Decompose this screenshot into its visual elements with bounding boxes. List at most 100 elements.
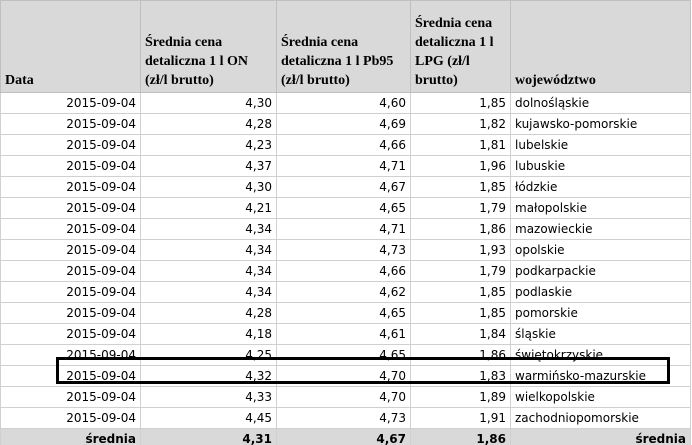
price-cell: 1,85 <box>410 281 511 303</box>
data-row: 2015-09-04 4,18 4,61 1,84 śląskie <box>0 323 691 345</box>
price-cell: 1,89 <box>410 386 511 408</box>
date-cell: 2015-09-04 <box>0 239 141 261</box>
price-cell: 4,66 <box>276 260 411 282</box>
price-cell: 1,93 <box>410 239 511 261</box>
price-cell: 1,96 <box>410 155 511 177</box>
price-cell: 1,85 <box>410 92 511 114</box>
data-row: 2015-09-04 4,25 4,65 1,86 świętokrzyskie <box>0 344 691 366</box>
data-row: 2015-09-04 4,28 4,69 1,82 kujawsko-pomorskie <box>0 113 691 135</box>
date-cell: 2015-09-04 <box>0 323 141 345</box>
price-cell: 4,34 <box>140 218 277 240</box>
date-cell: 2015-09-04 <box>0 197 141 219</box>
region-cell: kujawsko-pomorskie <box>510 113 691 135</box>
price-cell: 1,91 <box>410 407 511 429</box>
date-cell: 2015-09-04 <box>0 344 141 366</box>
price-cell: 4,73 <box>276 407 411 429</box>
region-cell: wielkopolskie <box>510 386 691 408</box>
date-cell: 2015-09-04 <box>0 281 141 303</box>
price-cell: 1,79 <box>410 197 511 219</box>
region-cell: łódzkie <box>510 176 691 198</box>
price-cell: 1,83 <box>410 365 511 387</box>
price-cell: 1,79 <box>410 260 511 282</box>
price-cell: 1,85 <box>410 176 511 198</box>
price-cell: 4,25 <box>140 344 277 366</box>
price-cell: 4,67 <box>276 176 411 198</box>
data-row: 2015-09-04 4,32 4,70 1,83 warmińsko-mazurski… <box>0 365 691 387</box>
region-cell: świętokrzyskie <box>510 344 691 366</box>
price-cell: 4,45 <box>140 407 277 429</box>
price-cell: 4,69 <box>276 113 411 135</box>
price-cell: 4,23 <box>140 134 277 156</box>
price-cell: 1,84 <box>410 323 511 345</box>
header-cell: Data <box>0 0 141 93</box>
price-cell: 4,71 <box>276 155 411 177</box>
average-cell: średnia <box>510 428 691 445</box>
date-cell: 2015-09-04 <box>0 92 141 114</box>
price-cell: 4,65 <box>276 344 411 366</box>
price-cell: 4,65 <box>276 302 411 324</box>
date-cell: 2015-09-04 <box>0 218 141 240</box>
date-cell: 2015-09-04 <box>0 134 141 156</box>
price-cell: 1,85 <box>410 302 511 324</box>
price-cell: 4,32 <box>140 365 277 387</box>
price-cell: 4,34 <box>140 239 277 261</box>
price-cell: 4,30 <box>140 92 277 114</box>
region-cell: lubelskie <box>510 134 691 156</box>
price-cell: 4,34 <box>140 260 277 282</box>
data-row: 2015-09-04 4,37 4,71 1,96 lubuskie <box>0 155 691 177</box>
header-cell: Średnia cena detaliczna 1 l LPG (zł/l br… <box>410 0 511 93</box>
price-cell: 4,21 <box>140 197 277 219</box>
region-cell: lubuskie <box>510 155 691 177</box>
price-cell: 4,66 <box>276 134 411 156</box>
price-cell: 4,33 <box>140 386 277 408</box>
header-cell: Średnia cena detaliczna 1 l ON (zł/l bru… <box>140 0 277 93</box>
date-cell: 2015-09-04 <box>0 407 141 429</box>
data-row: 2015-09-04 4,34 4,71 1,86 mazowieckie <box>0 218 691 240</box>
price-cell: 4,65 <box>276 197 411 219</box>
price-cell: 4,70 <box>276 386 411 408</box>
header-row: Data Średnia cena detaliczna 1 l ON (zł/l… <box>0 0 691 93</box>
data-row: 2015-09-04 4,21 4,65 1,79 małopolskie <box>0 197 691 219</box>
data-row: 2015-09-04 4,28 4,65 1,85 pomorskie <box>0 302 691 324</box>
data-row: 2015-09-04 4,45 4,73 1,91 zachodniopomorskie <box>0 407 691 429</box>
region-cell: warmińsko-mazurskie <box>510 365 691 387</box>
average-cell: 4,31 <box>140 428 277 445</box>
header-cell: województwo <box>510 0 691 93</box>
price-cell: 4,61 <box>276 323 411 345</box>
price-cell: 4,18 <box>140 323 277 345</box>
price-cell: 4,34 <box>140 281 277 303</box>
price-cell: 4,73 <box>276 239 411 261</box>
region-cell: pomorskie <box>510 302 691 324</box>
region-cell: podkarpackie <box>510 260 691 282</box>
data-row: 2015-09-04 4,30 4,60 1,85 dolnośląskie <box>0 92 691 114</box>
date-cell: 2015-09-04 <box>0 176 141 198</box>
average-cell: 4,67 <box>276 428 411 445</box>
table-body: 2015-09-04 4,30 4,60 1,85 dolnośląskie 2015-0… <box>0 92 691 445</box>
region-cell: dolnośląskie <box>510 92 691 114</box>
price-cell: 4,70 <box>276 365 411 387</box>
region-cell: podlaskie <box>510 281 691 303</box>
price-cell: 4,30 <box>140 176 277 198</box>
price-cell: 4,71 <box>276 218 411 240</box>
data-row: 2015-09-04 4,34 4,62 1,85 podlaskie <box>0 281 691 303</box>
price-cell: 1,86 <box>410 218 511 240</box>
date-cell: 2015-09-04 <box>0 113 141 135</box>
data-row: 2015-09-04 4,33 4,70 1,89 wielkopolskie <box>0 386 691 408</box>
date-cell: 2015-09-04 <box>0 155 141 177</box>
data-row: 2015-09-04 4,34 4,66 1,79 podkarpackie <box>0 260 691 282</box>
average-cell: 1,86 <box>410 428 511 445</box>
date-cell: 2015-09-04 <box>0 365 141 387</box>
price-cell: 4,28 <box>140 302 277 324</box>
price-cell: 4,28 <box>140 113 277 135</box>
average-cell: średnia <box>0 428 141 445</box>
data-row: 2015-09-04 4,30 4,67 1,85 łódzkie <box>0 176 691 198</box>
price-cell: 1,82 <box>410 113 511 135</box>
price-cell: 4,37 <box>140 155 277 177</box>
date-cell: 2015-09-04 <box>0 386 141 408</box>
header-cell: Średnia cena detaliczna 1 l Pb95 (zł/l b… <box>276 0 411 93</box>
price-cell: 4,62 <box>276 281 411 303</box>
region-cell: zachodniopomorskie <box>510 407 691 429</box>
region-cell: opolskie <box>510 239 691 261</box>
